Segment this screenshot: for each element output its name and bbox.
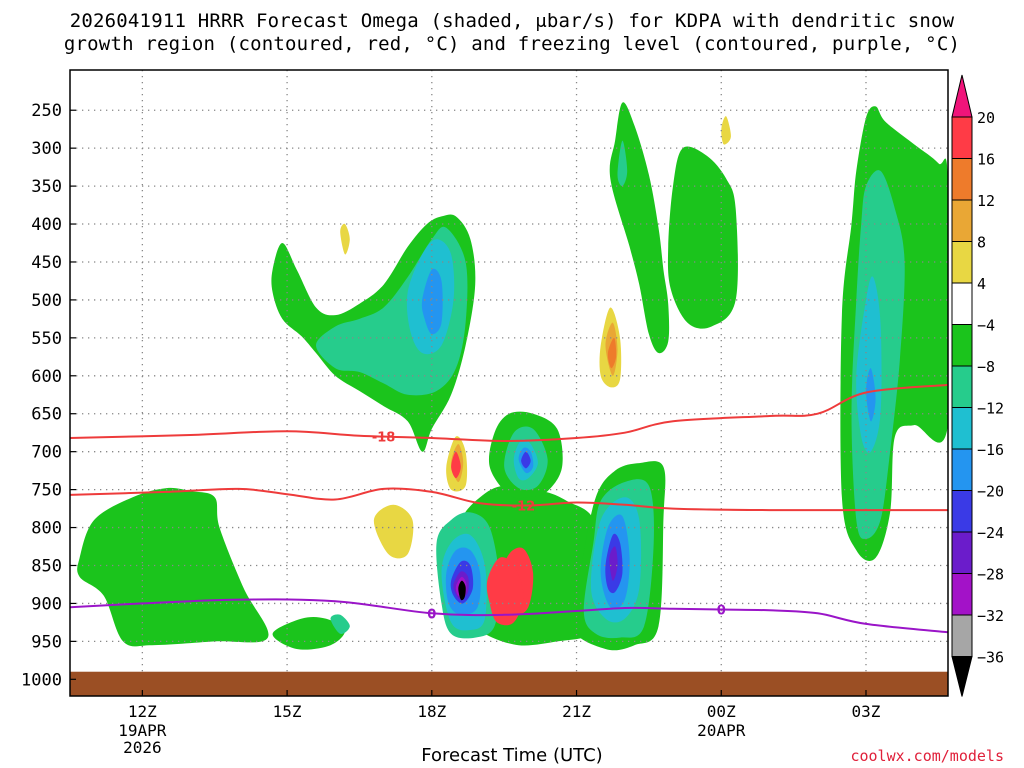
omega-region-36	[617, 140, 628, 187]
x-tick-label-21Z: 21Z	[562, 702, 591, 721]
colorbar-label-13: −36	[977, 649, 1004, 667]
colorbar-label-8: −16	[977, 441, 1004, 459]
omega-min-region	[458, 580, 466, 601]
omega-region-52	[609, 546, 618, 581]
colorbar-bin-0	[951, 116, 973, 159]
y-tick-label-600: 600	[31, 367, 62, 387]
dgz-contour-minus12-label: -12	[512, 499, 536, 514]
x-tick-date-19APR: 19APR	[118, 721, 167, 740]
dgz-contour-minus18	[70, 383, 948, 443]
colorbar-label-4: 4	[977, 275, 986, 293]
colorbar-label-9: −20	[977, 483, 1004, 501]
omega-region-2	[513, 110, 582, 275]
y-tick-label-950: 950	[31, 632, 62, 652]
y-tick-label-650: 650	[31, 405, 62, 425]
y-tick-label-900: 900	[31, 594, 62, 614]
colorbar-label-10: −24	[977, 524, 1004, 542]
omega-region-1	[286, 128, 433, 223]
x-tick-label-00Z: 00Z	[707, 702, 736, 721]
colorbar-bin-9	[951, 490, 973, 533]
y-tick-label-500: 500	[31, 291, 62, 311]
plot-content: -18 -12 0 0	[70, 70, 948, 696]
colorbar-label-3: 8	[977, 234, 986, 252]
omega-region-55	[451, 451, 461, 479]
plot-frame	[69, 69, 949, 697]
y-tick-label-400: 400	[31, 215, 62, 235]
colorbar-label-1: 16	[977, 151, 995, 169]
omega-region-12	[373, 504, 414, 559]
omega-region-48	[521, 451, 531, 469]
dgz-contour-minus18-label: -18	[372, 430, 396, 445]
y-tick-label-850: 850	[31, 556, 62, 576]
omega-region-3	[682, 95, 795, 168]
x-tick-label-18Z: 18Z	[417, 702, 446, 721]
y-tick-label-800: 800	[31, 519, 62, 539]
omega-region-35	[330, 614, 350, 634]
omega-region-0	[115, 102, 290, 213]
y-tick-label-750: 750	[31, 481, 62, 501]
x-tick-date-20APR: 20APR	[697, 721, 746, 740]
colorbar-bin-4	[951, 282, 973, 325]
x-tick-label-03Z: 03Z	[852, 702, 881, 721]
colorbar-bin-10	[951, 531, 973, 574]
colorbar-bin-7	[951, 407, 973, 450]
colorbar-label-5: −4	[977, 317, 995, 335]
colorbar-label-12: −32	[977, 607, 1004, 625]
omega-region-7	[856, 70, 891, 82]
colorbar: 20 16 12 8 4 −4 −8 −12 −16 −20 −24 −28 −32 −36	[951, 74, 1004, 697]
colorbar-label-11: −28	[977, 566, 1004, 584]
omega-region-17	[340, 223, 350, 255]
y-tick-label-1000: 1000	[21, 670, 62, 690]
y-tick-label-450: 450	[31, 253, 62, 273]
y-tick-label-300: 300	[31, 139, 62, 159]
site-credit[interactable]: coolwx.com/models	[850, 747, 1004, 765]
omega-region-22	[272, 616, 346, 650]
colorbar-label-0: 20	[977, 109, 995, 127]
colorbar-bin-3	[951, 241, 973, 284]
omega-region-42	[856, 276, 882, 453]
omega-region-43	[421, 268, 443, 335]
omega-region-6	[885, 599, 929, 639]
x-axis-label: Forecast Time (UTC)	[421, 745, 603, 766]
x-tick-label-15Z: 15Z	[273, 702, 302, 721]
colorbar-bin-12	[951, 614, 973, 657]
colorbar-min-arrow	[951, 656, 973, 697]
colorbar-bin-11	[951, 573, 973, 616]
y-tick-label-350: 350	[31, 177, 62, 197]
omega-region-28	[667, 146, 738, 329]
freezing-level-label-2: 0	[427, 607, 436, 622]
omega-region-47	[866, 368, 876, 422]
omega-region-16	[721, 116, 731, 145]
y-tick-label-550: 550	[31, 329, 62, 349]
x-tick-year-2026: 2026	[123, 738, 162, 757]
x-tick-label-12Z: 12Z	[128, 702, 157, 721]
dgz-contour-minus12	[70, 487, 948, 512]
ground-surface	[70, 671, 948, 696]
omega-region-4	[788, 291, 829, 396]
colorbar-bin-2	[951, 199, 973, 242]
colorbar-bin-6	[951, 365, 973, 408]
chart-title-line-1: 2026041911 HRRR Forecast Omega (shaded, …	[69, 10, 955, 32]
colorbar-bin-8	[951, 448, 973, 491]
omega-region-56	[486, 557, 524, 626]
freezing-level-contour-label: 0	[717, 603, 726, 618]
colorbar-label-6: −8	[977, 358, 995, 376]
colorbar-label-7: −12	[977, 400, 1004, 418]
colorbar-max-arrow	[951, 74, 973, 118]
colorbar-bin-1	[951, 158, 973, 201]
colorbar-bin-5	[951, 324, 973, 367]
freezing-level-contour	[70, 598, 948, 634]
omega-region-20	[607, 337, 617, 369]
y-tick-label-250: 250	[31, 101, 62, 121]
y-tick-label-700: 700	[31, 443, 62, 463]
chart-title-line-2: growth region (contoured, red, °C) and f…	[63, 33, 961, 55]
colorbar-label-2: 12	[977, 192, 995, 210]
